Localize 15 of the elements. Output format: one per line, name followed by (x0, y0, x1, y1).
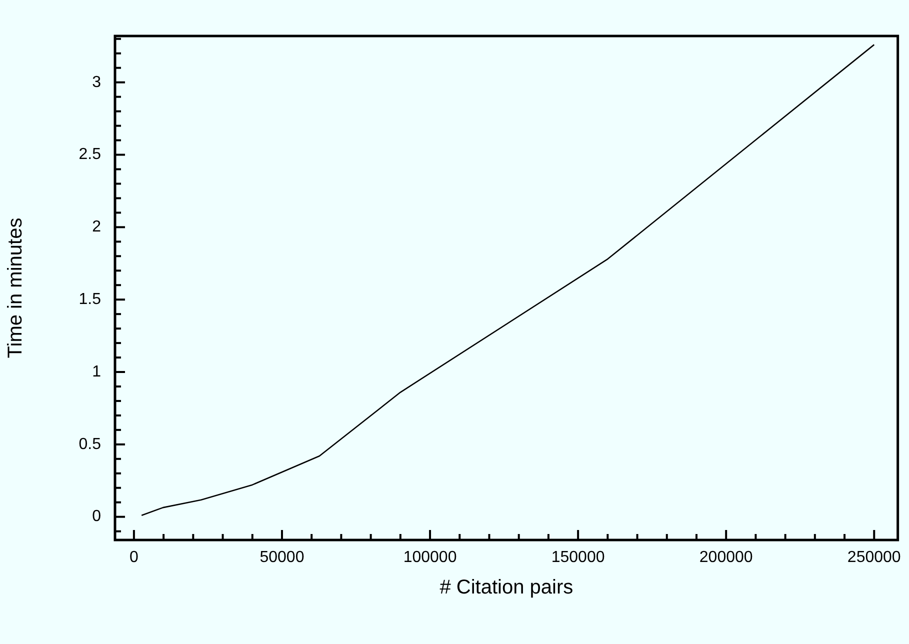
y-axis-title: Time in minutes (4, 218, 27, 358)
y-tick-label: 2 (92, 218, 102, 236)
x-tick-label: 150000 (551, 549, 605, 566)
y-tick-label: 2.5 (78, 146, 102, 164)
x-tick-label: 200000 (699, 549, 753, 566)
x-tick-label: 250000 (847, 549, 901, 566)
y-tick-label: 1 (92, 363, 102, 380)
y-tick-label: 0 (92, 508, 102, 526)
x-axis-title: # Citation pairs (440, 576, 574, 599)
x-tick-label: 0 (129, 549, 138, 566)
y-tick-label: 3 (92, 74, 102, 91)
x-tick-label: 100000 (403, 549, 457, 566)
x-tick-label: 50000 (260, 549, 304, 566)
y-tick-label: 1.5 (78, 290, 102, 308)
y-tick-label: 0.5 (78, 436, 102, 453)
